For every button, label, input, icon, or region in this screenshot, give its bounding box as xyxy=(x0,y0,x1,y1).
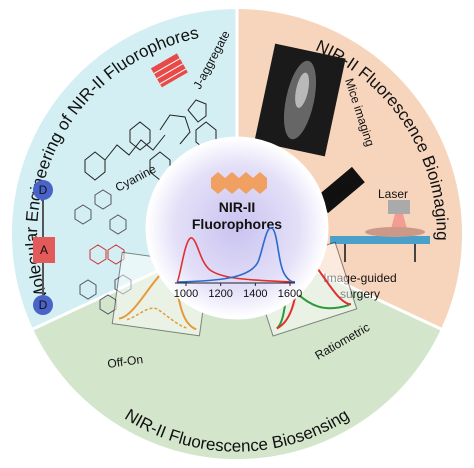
curve xyxy=(126,307,187,329)
tick-label: 1600 xyxy=(278,288,302,300)
donor xyxy=(33,180,53,200)
label: Off-On xyxy=(106,352,143,371)
tick-label: 1200 xyxy=(208,288,232,300)
bed-top xyxy=(330,236,430,244)
label: D xyxy=(39,298,48,312)
d-a-d-scheme: D A D xyxy=(33,180,55,315)
tick-label: 1400 xyxy=(243,288,267,300)
emission-curve xyxy=(176,227,296,283)
j-aggregate-icon xyxy=(150,53,188,88)
detector-body xyxy=(315,166,365,214)
label: A xyxy=(40,243,48,257)
aggregate-stripes xyxy=(153,58,187,85)
acceptor xyxy=(33,237,55,263)
emission-curve xyxy=(176,237,296,283)
donor xyxy=(33,295,53,315)
laser-head xyxy=(388,200,410,214)
fused-rings xyxy=(211,172,267,194)
label: Laser xyxy=(378,187,408,201)
label: D xyxy=(39,183,48,197)
tick-label: 1000 xyxy=(174,288,198,300)
aggregate-block xyxy=(150,53,188,88)
mouse-glow xyxy=(295,72,310,108)
center-title: Fluorophores xyxy=(192,216,282,232)
patient xyxy=(365,227,425,237)
mice-image xyxy=(254,43,346,157)
surgery-bed xyxy=(330,227,430,262)
tick-group: 1000 1200 1400 1600 xyxy=(174,283,302,300)
center-circle xyxy=(145,136,329,320)
center-title: NIR-II xyxy=(219,199,256,215)
